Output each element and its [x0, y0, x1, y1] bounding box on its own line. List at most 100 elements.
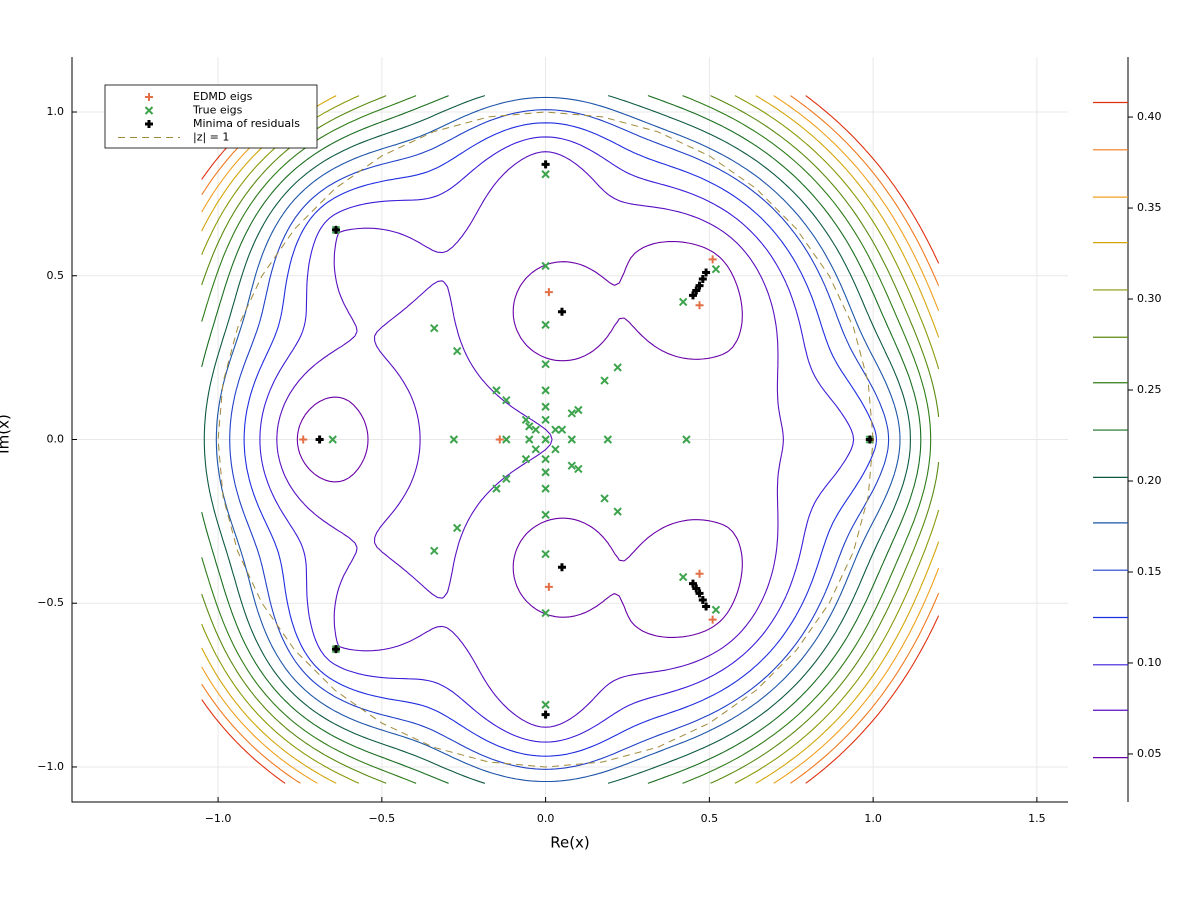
- contour-line: [229, 109, 890, 770]
- y-tick-label: 1.0: [47, 105, 65, 118]
- legend-swatch: [145, 120, 153, 128]
- contour-line: [201, 95, 932, 784]
- point: [708, 615, 717, 624]
- x-tick-label: 1.0: [864, 812, 882, 825]
- point: [551, 445, 560, 454]
- point: [688, 579, 697, 588]
- unit-circle: [217, 111, 874, 768]
- point: [692, 286, 701, 295]
- point: [521, 454, 531, 464]
- point: [541, 415, 550, 425]
- point: [708, 255, 717, 264]
- legend-swatch: [145, 93, 153, 101]
- y-tick-label: −0.5: [37, 596, 64, 609]
- point: [698, 275, 707, 284]
- point: [688, 291, 697, 300]
- point: [567, 435, 577, 444]
- point: [449, 435, 459, 444]
- point: [541, 700, 550, 709]
- point: [331, 645, 340, 654]
- point: [315, 435, 324, 444]
- colorbar-tick-label: 0.25: [1137, 383, 1162, 396]
- point: [678, 297, 688, 307]
- contour-line: [296, 240, 743, 638]
- axis-frame: [71, 57, 1068, 803]
- point: [299, 435, 308, 444]
- x-tick-label: −0.5: [368, 812, 395, 825]
- contour-line: [259, 136, 855, 743]
- point: [574, 464, 583, 474]
- point: [702, 602, 711, 611]
- point: [541, 435, 550, 444]
- x-tick-label: −1.0: [205, 812, 232, 825]
- point: [328, 435, 337, 444]
- point: [557, 425, 567, 434]
- point: [430, 546, 439, 556]
- y-tick-label: 0.5: [47, 269, 65, 282]
- point: [567, 461, 577, 470]
- point: [613, 507, 622, 516]
- contour-line: [203, 95, 911, 784]
- point: [600, 376, 609, 385]
- point: [695, 569, 704, 578]
- contour-line: [201, 95, 922, 784]
- y-tick-label: 0.0: [47, 432, 65, 445]
- contour-line: [201, 95, 940, 784]
- colorbar-tick-label: 0.35: [1137, 201, 1162, 214]
- point: [698, 595, 707, 604]
- point: [541, 359, 550, 369]
- point: [541, 160, 550, 169]
- point: [695, 301, 704, 310]
- x-tick-label: 0.0: [537, 812, 555, 825]
- point: [452, 523, 462, 533]
- legend-label: True eigs: [192, 104, 243, 117]
- colorbar-tick-label: 0.20: [1137, 474, 1162, 487]
- legend-label: Minima of residuals: [193, 117, 300, 130]
- point: [603, 435, 613, 444]
- point: [711, 605, 721, 614]
- point: [695, 281, 704, 290]
- point: [541, 170, 550, 179]
- colorbar-tick-label: 0.40: [1137, 110, 1162, 123]
- contour-line: [215, 96, 901, 783]
- contour-line: [201, 95, 940, 784]
- point: [678, 572, 688, 582]
- contour-line: [276, 151, 784, 728]
- point: [541, 549, 550, 559]
- colorbar-tick-label: 0.05: [1137, 747, 1162, 760]
- x-tick-label: 0.5: [701, 812, 719, 825]
- point: [531, 445, 540, 454]
- y-axis-label: Im(x): [0, 414, 13, 454]
- point: [541, 710, 550, 719]
- point: [695, 589, 704, 598]
- point: [702, 268, 711, 277]
- point: [541, 484, 550, 493]
- point: [541, 510, 550, 520]
- point: [567, 409, 577, 418]
- legend-swatch: [144, 106, 154, 115]
- point: [711, 264, 721, 274]
- point: [525, 435, 534, 444]
- contour-line: [201, 95, 940, 784]
- point: [574, 405, 583, 415]
- point: [531, 425, 540, 434]
- point: [502, 435, 511, 444]
- point: [502, 474, 511, 483]
- point: [541, 386, 550, 395]
- contour-line: [243, 122, 878, 757]
- contour-line: [201, 95, 940, 784]
- point: [865, 435, 874, 444]
- point: [541, 320, 550, 330]
- point: [551, 425, 560, 434]
- point: [541, 402, 550, 411]
- point: [544, 582, 553, 591]
- point: [541, 608, 550, 618]
- point: [544, 288, 553, 297]
- x-axis-label: Re(x): [550, 834, 590, 852]
- point: [541, 468, 550, 477]
- x-tick-label: 1.5: [1028, 812, 1046, 825]
- point: [557, 307, 566, 316]
- legend-label: EDMD eigs: [193, 90, 253, 103]
